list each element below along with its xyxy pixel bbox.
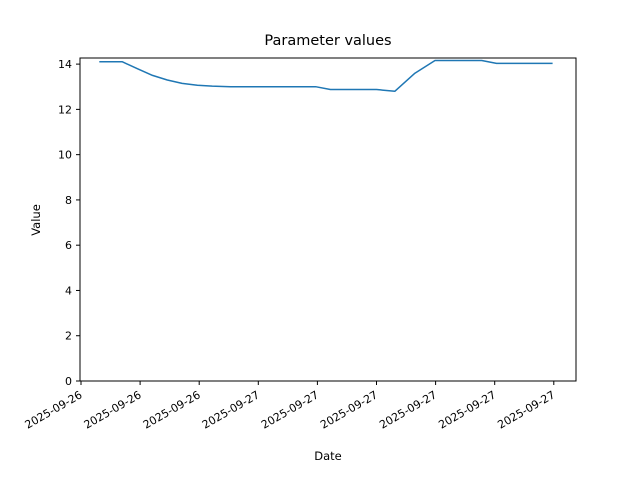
x-tick-label: 2025-09-27 [200,388,262,431]
y-tick-label: 14 [58,58,72,71]
y-tick-label: 12 [58,103,72,116]
y-tick-label: 2 [65,330,72,343]
x-tick-label: 2025-09-26 [82,388,144,431]
y-tick-label: 6 [65,239,72,252]
x-tick-label: 2025-09-27 [495,388,557,431]
y-tick-label: 8 [65,194,72,207]
x-tick-label: 2025-09-27 [377,388,439,431]
y-tick-label: 0 [65,375,72,388]
y-tick-label: 4 [65,284,72,297]
x-tick-label: 2025-09-27 [318,388,380,431]
x-axis-label: Date [314,449,342,463]
x-tick-label: 2025-09-27 [436,388,498,431]
x-tick-label: 2025-09-26 [141,388,203,431]
y-tick-label: 10 [58,149,72,162]
x-tick-label: 2025-09-27 [259,388,321,431]
series-line [99,59,553,93]
chart-title: Parameter values [264,33,392,49]
axes-frame [79,57,577,382]
x-tick-label: 2025-09-26 [23,388,85,431]
